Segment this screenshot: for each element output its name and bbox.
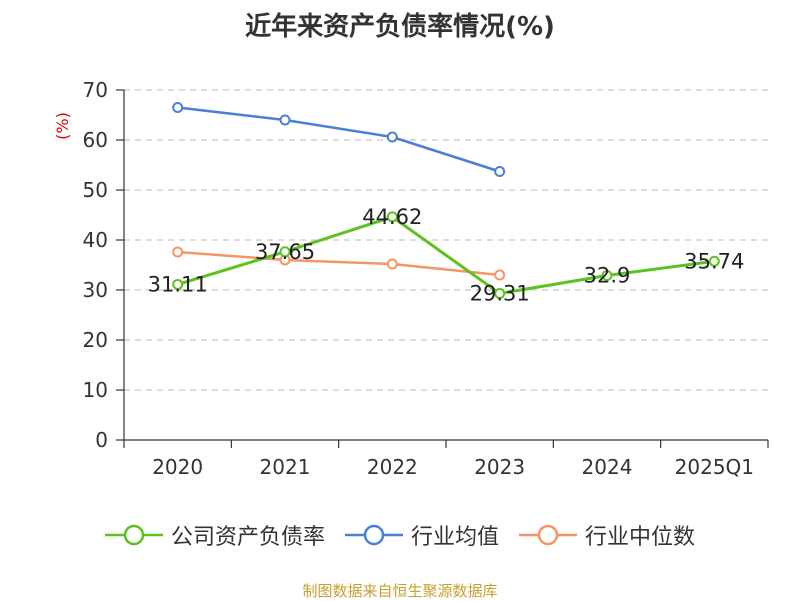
data-point xyxy=(386,131,398,143)
legend-label: 行业中位数 xyxy=(585,525,696,550)
x-tick-label: 2025Q1 xyxy=(675,455,754,479)
data-label: 31.11 xyxy=(148,272,208,296)
data-point xyxy=(708,255,720,267)
data-label: 32.9 xyxy=(584,264,631,288)
chart-title: 近年来资产负债率情况(%) xyxy=(245,12,555,42)
data-point xyxy=(279,114,291,126)
data-point xyxy=(494,269,506,281)
data-label: 29.31 xyxy=(470,281,530,305)
data-point xyxy=(172,102,184,113)
x-tick-label: 2024 xyxy=(582,455,633,479)
x-tick-label: 2022 xyxy=(367,455,418,479)
y-axis-label: (%) xyxy=(53,112,72,140)
y-tick-label: 0 xyxy=(95,428,108,452)
x-tick-label: 2023 xyxy=(474,455,525,479)
data-point xyxy=(601,270,613,281)
data-point xyxy=(386,211,398,223)
legend-label: 行业均值 xyxy=(410,525,499,550)
legend-item-industry-mean[interactable]: 行业均值 xyxy=(344,519,499,551)
x-tick-label: 2021 xyxy=(260,455,311,479)
legend: 公司资产负债率 行业均值 行业中位数 xyxy=(0,519,800,551)
y-tick-label: 60 xyxy=(83,128,108,152)
data-label: 37.65 xyxy=(255,240,315,264)
y-tick-label: 70 xyxy=(83,78,108,102)
grid-lines xyxy=(124,89,768,391)
x-tick-label: 2020 xyxy=(152,455,203,479)
legend-item-industry-median[interactable]: 行业中位数 xyxy=(519,519,695,551)
data-point xyxy=(279,246,291,258)
data-point xyxy=(386,258,398,270)
series-line-0 xyxy=(177,215,715,295)
data-labels: 31.11 37.65 44.62 29.31 32.9 35.74 xyxy=(148,205,745,306)
y-tick-label: 30 xyxy=(83,278,108,302)
legend-item-company[interactable]: 公司资产负债率 xyxy=(104,519,325,551)
y-tick-label: 40 xyxy=(83,228,108,252)
series-line-1 xyxy=(177,106,501,173)
series-lines xyxy=(177,106,715,295)
series-line-2 xyxy=(177,250,500,277)
data-points xyxy=(172,102,720,299)
data-point xyxy=(172,278,184,290)
data-point xyxy=(494,287,506,299)
legend-line-icon xyxy=(104,524,163,546)
y-tick-label: 10 xyxy=(83,378,108,402)
data-point xyxy=(494,166,506,177)
y-tick-label: 50 xyxy=(83,178,108,202)
axes: 0 10 20 30 40 50 60 70 2020 2021 2022 2023 2024 2025Q… xyxy=(83,78,769,479)
data-label: 35.74 xyxy=(684,249,744,273)
data-point xyxy=(172,246,184,258)
y-tick-label: 20 xyxy=(83,328,108,352)
legend-line-icon xyxy=(519,524,577,546)
data-label: 44.62 xyxy=(362,205,422,229)
legend-label: 公司资产负债率 xyxy=(170,525,325,550)
source-footer: 制图数据来自恒生聚源数据库 xyxy=(302,582,498,600)
legend-line-icon xyxy=(344,524,403,546)
